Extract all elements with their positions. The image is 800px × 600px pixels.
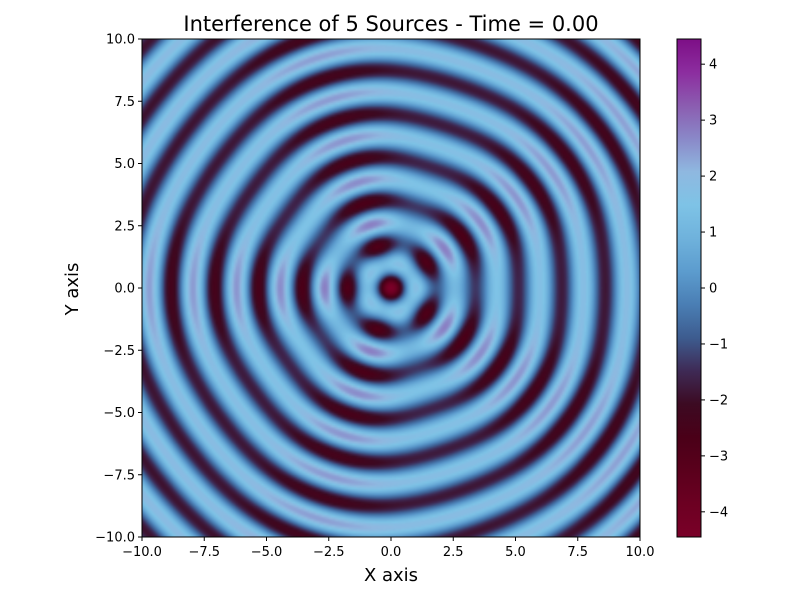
colorbar-ticks: −4 −3 −2 −1 0 1 2 3 4 [701, 58, 728, 520]
colorbar-tick-label: 2 [709, 170, 717, 185]
y-tick-label: −5.0 [103, 406, 135, 421]
colorbar-tick-label: −2 [709, 393, 728, 408]
y-tick-label: 2.5 [114, 219, 135, 234]
x-tick-label: −7.5 [188, 545, 220, 560]
x-tick-label: 7.5 [567, 545, 588, 560]
colorbar-tick-label: 3 [709, 114, 717, 129]
y-tick-label: 0.0 [114, 282, 135, 297]
colorbar-tick-label: 4 [709, 58, 717, 73]
y-tick-label: 5.0 [114, 157, 135, 172]
colorbar-tick-label: −4 [709, 505, 728, 520]
x-tick-label: 5.0 [505, 545, 526, 560]
colorbar [676, 38, 702, 538]
colorbar-tick-label: 0 [709, 282, 717, 297]
colorbar-tick-label: −1 [709, 337, 728, 352]
y-tick-label: −2.5 [103, 344, 135, 359]
x-tick-label: −10.0 [122, 545, 162, 560]
y-tick-label: 10.0 [106, 33, 135, 48]
y-tick-label: −7.5 [103, 468, 135, 483]
x-tick-label: 0.0 [381, 545, 402, 560]
y-axis-label: Y axis [62, 263, 83, 317]
x-tick-label: −2.5 [313, 545, 345, 560]
heatmap-image [142, 39, 640, 537]
colorbar-tick-label: −3 [709, 449, 728, 464]
x-axis-label: X axis [364, 565, 418, 586]
x-tick-label: 2.5 [443, 545, 464, 560]
x-tick-label: −5.0 [251, 545, 283, 560]
y-tick-label: −10.0 [95, 531, 135, 546]
y-tick-label: 7.5 [114, 95, 135, 110]
y-axis-ticks: −10.0 −7.5 −5.0 −2.5 0.0 2.5 5.0 7.5 10.0 [95, 33, 142, 546]
colorbar-tick-label: 1 [709, 226, 717, 241]
x-axis-ticks: −10.0 −7.5 −5.0 −2.5 0.0 2.5 5.0 7.5 10.0 [122, 537, 654, 560]
x-tick-label: 10.0 [626, 545, 655, 560]
chart-title: Interference of 5 Sources - Time = 0.00 [183, 12, 598, 36]
